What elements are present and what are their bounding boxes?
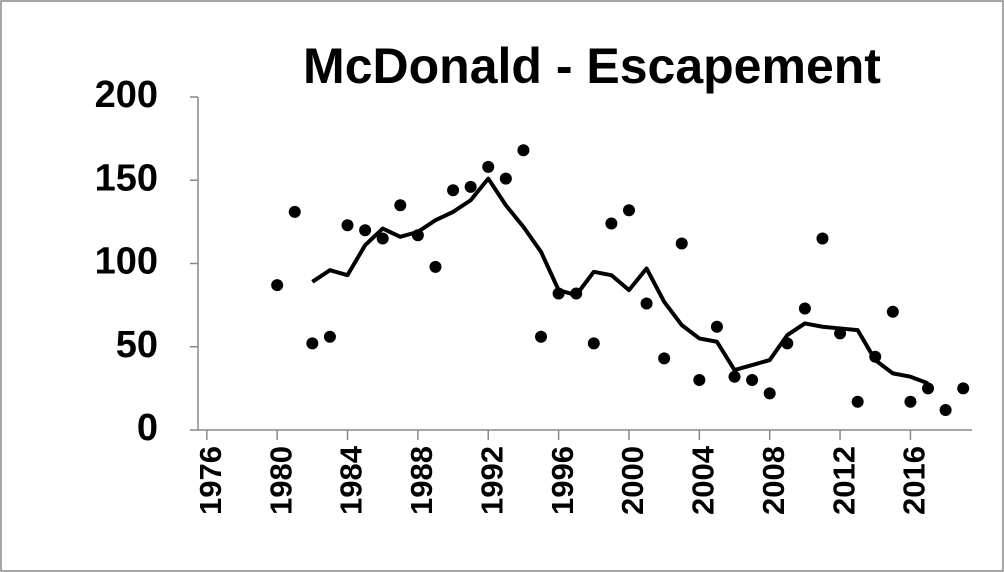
data-point xyxy=(587,337,600,350)
data-point xyxy=(464,180,477,193)
x-tick-label: 1992 xyxy=(474,446,509,515)
data-point xyxy=(816,232,829,245)
data-point xyxy=(482,160,495,173)
data-point xyxy=(957,382,970,395)
y-tick-label: 200 xyxy=(95,74,158,116)
data-point xyxy=(622,204,635,217)
y-tick-label: 150 xyxy=(95,157,158,199)
data-point xyxy=(499,172,512,185)
x-tick-label: 1980 xyxy=(263,446,298,515)
data-point xyxy=(851,395,864,408)
data-point xyxy=(763,387,776,400)
data-point xyxy=(323,330,336,343)
chart-title: McDonald - Escapement xyxy=(303,38,881,94)
data-point xyxy=(605,217,618,230)
x-tick-label: 2016 xyxy=(897,446,932,515)
y-tick-label: 100 xyxy=(95,241,158,283)
data-point xyxy=(447,184,460,197)
data-point xyxy=(710,320,723,333)
y-tick-label: 50 xyxy=(116,324,158,366)
data-point xyxy=(746,374,759,387)
data-point xyxy=(728,370,741,383)
data-point xyxy=(271,279,284,292)
x-tick-label: 2000 xyxy=(615,446,650,515)
data-point xyxy=(939,404,952,417)
data-point xyxy=(359,224,372,237)
data-point xyxy=(394,199,407,212)
x-tick-label: 2012 xyxy=(826,446,861,515)
data-point xyxy=(658,352,671,365)
data-point xyxy=(306,337,319,350)
data-point xyxy=(886,305,899,318)
trend-line xyxy=(311,176,929,386)
data-point xyxy=(535,330,548,343)
data-point xyxy=(288,205,301,218)
data-point xyxy=(904,395,917,408)
x-tick-label: 1988 xyxy=(404,446,439,515)
x-tick-label: 2004 xyxy=(686,445,721,515)
data-point xyxy=(341,219,354,232)
data-point xyxy=(429,260,442,273)
data-point xyxy=(640,297,653,310)
x-tick-label: 1976 xyxy=(193,446,228,515)
data-point xyxy=(693,374,706,387)
data-point xyxy=(922,382,935,395)
data-point xyxy=(798,302,811,315)
data-point xyxy=(517,144,530,157)
y-tick-label: 0 xyxy=(137,407,158,449)
x-tick-label: 1984 xyxy=(334,445,369,515)
x-tick-label: 2008 xyxy=(756,446,791,515)
data-point xyxy=(675,237,688,250)
x-tick-label: 1996 xyxy=(545,446,580,515)
data-point xyxy=(376,232,389,245)
